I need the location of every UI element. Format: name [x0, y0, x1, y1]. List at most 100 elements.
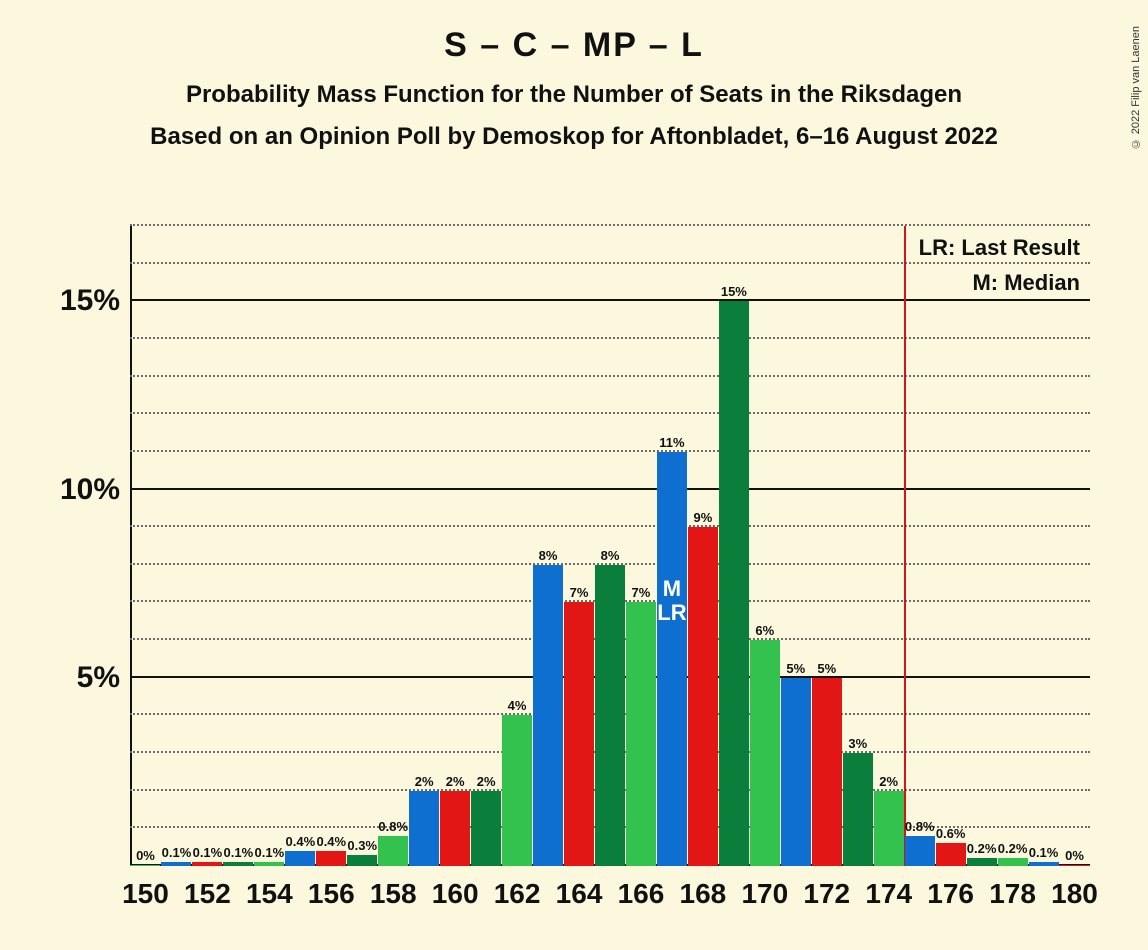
bar: 0%: [130, 865, 160, 866]
x-tick-label: 162: [494, 878, 541, 910]
x-tick-label: 176: [927, 878, 974, 910]
bar: 3%: [843, 753, 873, 866]
bar-label: 0.4%: [316, 834, 346, 849]
x-tick-label: 180: [1051, 878, 1098, 910]
bar: 2%: [440, 791, 470, 866]
bar-label: 0.2%: [967, 841, 997, 856]
x-tick-label: 158: [370, 878, 417, 910]
bar: 4%: [502, 715, 532, 866]
chart-plot-area: LR: Last Result M: Median 5%10%15%150152…: [130, 226, 1090, 866]
chart-subtitle-2: Based on an Opinion Poll by Demoskop for…: [0, 123, 1148, 151]
median-label: M: [657, 577, 687, 601]
gridline-minor: [130, 412, 1090, 414]
x-tick-label: 178: [989, 878, 1036, 910]
gridline-minor: [130, 375, 1090, 377]
y-tick-label: 10%: [60, 473, 130, 507]
x-tick-label: 160: [432, 878, 479, 910]
bar-label: 0.8%: [905, 819, 935, 834]
bar-label: 6%: [755, 623, 774, 638]
bar: 8%: [595, 565, 625, 866]
bar: 5%: [812, 678, 842, 866]
bar-label: 5%: [786, 661, 805, 676]
x-tick-label: 154: [246, 878, 293, 910]
bar-label: 0.1%: [1029, 845, 1059, 860]
bar: 7%: [564, 602, 594, 866]
bar-label: 0.1%: [224, 845, 254, 860]
gridline-minor: [130, 262, 1090, 264]
chart-title: S – C – MP – L: [0, 26, 1148, 65]
bar-label: 0%: [136, 848, 155, 863]
gridline-major: [130, 299, 1090, 301]
bar-label: 2%: [415, 774, 434, 789]
x-tick-label: 166: [618, 878, 665, 910]
lastresult-label: LR: [657, 601, 687, 625]
x-tick-label: 152: [184, 878, 231, 910]
bar: 0.8%: [378, 836, 408, 866]
bar: 0.2%: [998, 858, 1028, 866]
legend-m: M: Median: [919, 265, 1080, 300]
bar: 0.4%: [285, 851, 315, 866]
bar-label: 5%: [817, 661, 836, 676]
bar-label: 2%: [879, 774, 898, 789]
copyright-text: © 2022 Filip van Laenen: [1130, 26, 1142, 149]
bar: 5%: [781, 678, 811, 866]
bar-label: 0.1%: [255, 845, 285, 860]
y-tick-label: 15%: [60, 284, 130, 318]
bar-label: 8%: [539, 548, 558, 563]
x-tick-label: 164: [556, 878, 603, 910]
gridline-minor: [130, 337, 1090, 339]
bar: 11%: [657, 452, 687, 866]
bar: 0.4%: [316, 851, 346, 866]
x-tick-label: 174: [865, 878, 912, 910]
bar-label: 8%: [601, 548, 620, 563]
gridline-minor: [130, 450, 1090, 452]
bar: 0%: [1059, 865, 1089, 866]
x-tick-label: 172: [803, 878, 850, 910]
x-tick-label: 156: [308, 878, 355, 910]
bar-label: 3%: [848, 736, 867, 751]
bar-label: 9%: [693, 510, 712, 525]
x-tick-label: 150: [122, 878, 169, 910]
bar-label: 0.8%: [378, 819, 408, 834]
bar: 2%: [874, 791, 904, 866]
majority-threshold-line: [904, 226, 906, 866]
bar-label: 0%: [1065, 848, 1084, 863]
bar-label: 0.3%: [347, 838, 377, 853]
bar-label: 11%: [659, 435, 684, 450]
bar-label: 0.1%: [162, 845, 192, 860]
gridline-minor: [130, 525, 1090, 527]
legend-lr: LR: Last Result: [919, 230, 1080, 265]
bar: 0.8%: [905, 836, 935, 866]
bar: 2%: [409, 791, 439, 866]
legend: LR: Last Result M: Median: [919, 230, 1080, 300]
bar-label: 7%: [632, 585, 651, 600]
bar: 0.2%: [967, 858, 997, 866]
bar: 8%: [533, 565, 563, 866]
bar-label: 2%: [446, 774, 465, 789]
bar: 0.1%: [254, 862, 284, 866]
bar: 6%: [750, 640, 780, 866]
bar-label: 0.2%: [998, 841, 1028, 856]
bar: 0.3%: [347, 855, 377, 866]
bar: 15%: [719, 301, 749, 866]
y-tick-label: 5%: [77, 661, 130, 695]
bar: 0.6%: [936, 843, 966, 866]
gridline-major: [130, 488, 1090, 490]
bar-label: 4%: [508, 698, 527, 713]
bar: 7%: [626, 602, 656, 866]
bar-label: 0.1%: [193, 845, 223, 860]
bar-label: 15%: [721, 284, 747, 299]
y-axis-line: [130, 226, 132, 866]
bar-label: 2%: [477, 774, 496, 789]
bar: 0.1%: [223, 862, 253, 866]
bar: 0.1%: [1029, 862, 1059, 866]
bar: 0.1%: [192, 862, 222, 866]
x-tick-label: 168: [680, 878, 727, 910]
bar: 0.1%: [161, 862, 191, 866]
x-tick-label: 170: [741, 878, 788, 910]
bar-label: 0.4%: [285, 834, 315, 849]
gridline-minor: [130, 224, 1090, 226]
chart-subtitle: Probability Mass Function for the Number…: [0, 81, 1148, 109]
bar-label: 7%: [570, 585, 589, 600]
bar: 2%: [471, 791, 501, 866]
